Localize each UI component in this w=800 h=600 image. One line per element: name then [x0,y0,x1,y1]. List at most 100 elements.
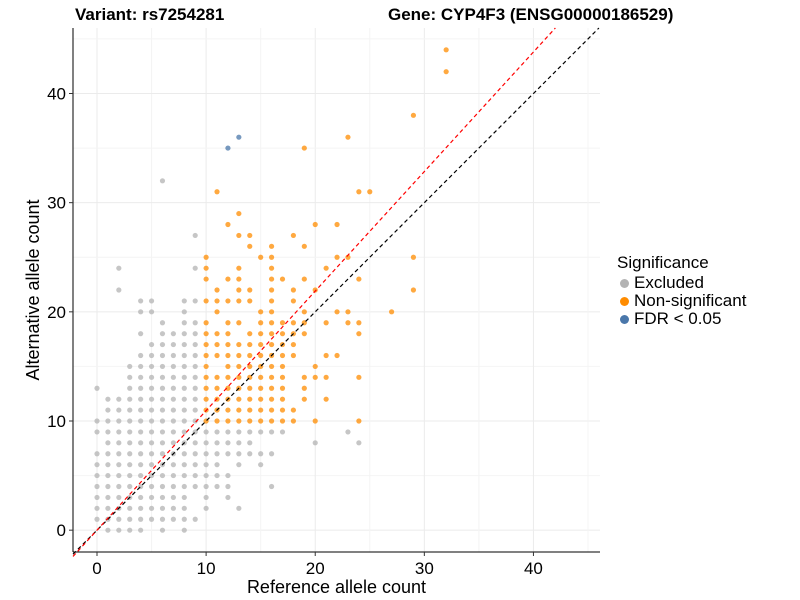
point-excluded [138,494,144,501]
point-excluded [148,516,155,522]
point-excluded [170,407,176,413]
point-excluded [105,429,111,435]
point-excluded [181,483,187,490]
point-excluded [138,374,144,380]
point-non-significant [225,276,231,282]
point-excluded [192,232,198,239]
point-excluded [225,451,231,457]
point-non-significant [203,396,209,402]
y-tick-label: 0 [57,521,66,540]
point-non-significant [279,331,286,337]
point-excluded [138,516,144,522]
point-excluded [170,462,176,468]
point-excluded [236,440,242,446]
point-excluded [148,363,155,370]
point-excluded [214,429,220,435]
point-excluded [94,418,100,424]
point-excluded [170,385,176,391]
point-non-significant [443,47,449,53]
point-non-significant [225,352,231,359]
legend: Significance Excluded Non-significant FD… [617,253,746,328]
point-excluded [214,440,220,446]
legend-dot [620,278,629,288]
point-non-significant [225,363,231,370]
point-non-significant [301,276,307,282]
point-excluded [94,462,100,468]
point-excluded [138,418,144,424]
point-excluded [148,309,155,315]
point-non-significant [389,309,395,315]
y-tick-label: 40 [47,85,66,104]
point-non-significant [443,69,449,75]
point-non-significant [214,341,220,348]
point-non-significant [268,243,275,249]
point-non-significant [247,341,253,348]
point-non-significant [203,341,209,348]
y-tick-label: 30 [47,194,66,213]
point-non-significant [258,331,264,337]
point-excluded [214,472,220,479]
point-non-significant [203,254,209,260]
point-excluded [105,451,111,457]
point-non-significant [236,407,242,413]
point-excluded [127,516,133,522]
point-excluded [279,429,286,435]
point-excluded [192,516,198,522]
point-non-significant [279,385,286,391]
point-excluded [116,265,122,271]
point-non-significant [247,331,253,337]
x-tick-label: 30 [415,559,434,578]
point-excluded [258,451,264,457]
point-excluded [127,440,133,446]
point-excluded [127,462,133,468]
point-non-significant [203,352,209,359]
point-excluded [159,483,166,490]
legend-item-excluded: Excluded [617,273,746,292]
point-excluded [170,494,176,501]
point-excluded [356,440,362,446]
point-non-significant [258,309,264,315]
point-non-significant [312,287,318,293]
point-excluded [181,451,187,457]
point-excluded [116,472,122,479]
point-non-significant [214,287,220,293]
point-excluded [203,451,209,457]
point-non-significant [356,189,362,195]
point-fdr-0-05 [225,145,231,151]
point-non-significant [268,341,275,348]
point-excluded [203,472,209,479]
point-non-significant [301,309,307,315]
point-excluded [148,374,155,380]
point-non-significant [258,254,264,260]
point-excluded [105,472,111,479]
point-non-significant [312,374,318,380]
point-excluded [116,287,122,293]
point-non-significant [203,374,209,380]
point-non-significant [247,352,253,359]
point-non-significant [279,374,286,380]
point-non-significant [323,352,329,359]
point-excluded [170,341,176,348]
point-non-significant [225,374,231,380]
point-excluded [203,440,209,446]
point-excluded [159,505,166,511]
point-excluded [116,494,122,501]
point-non-significant [236,287,242,293]
point-non-significant [312,221,318,228]
point-excluded [116,407,122,413]
point-non-significant [258,374,264,380]
point-non-significant [301,385,307,391]
point-non-significant [203,363,209,370]
point-non-significant [258,396,264,402]
point-non-significant [247,418,253,424]
point-non-significant [268,298,275,304]
point-excluded [159,472,166,479]
y-tick-label: 10 [47,412,66,431]
legend-dot [620,314,629,324]
point-non-significant [236,396,242,402]
point-non-significant [236,265,242,271]
point-excluded [159,396,166,402]
point-non-significant [203,331,209,337]
point-non-significant [268,385,275,391]
